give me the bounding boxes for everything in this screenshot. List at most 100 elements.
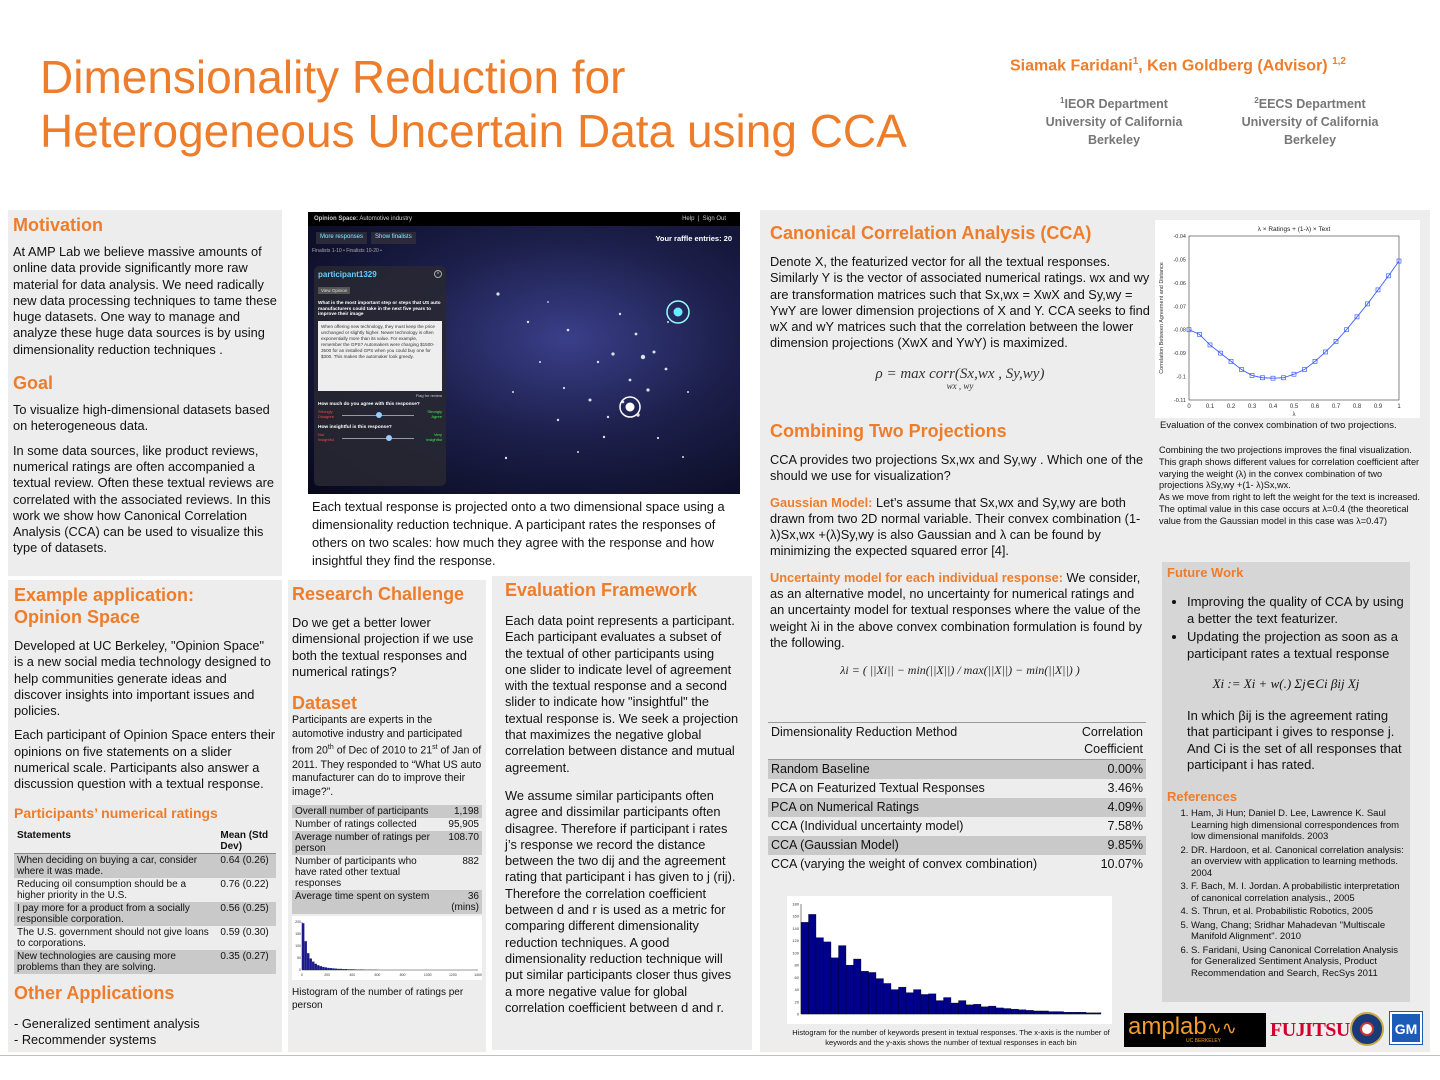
data-point: [1344, 327, 1349, 333]
x-tick-label: 600: [375, 973, 381, 977]
star-point: [606, 415, 610, 419]
data-point: [1354, 314, 1360, 320]
histogram-bar: [845, 964, 854, 1015]
close-icon[interactable]: ×: [434, 270, 442, 278]
star-point: [682, 456, 684, 458]
star-point: [504, 456, 508, 460]
authors: Siamak Faridani1, Ken Goldberg (Advisor)…: [1010, 56, 1346, 75]
histogram-bar: [920, 994, 929, 1015]
keywords-histogram-caption: Histogram for the number of keywords pre…: [792, 1028, 1110, 1047]
insight-slider-handle[interactable]: [386, 434, 392, 441]
histogram-bar: [1085, 1012, 1094, 1015]
y-tick-label: -0.07: [1173, 304, 1186, 310]
star-point: [596, 360, 600, 364]
raffle-count: Your raffle entries: 20: [655, 234, 732, 243]
histogram-bar: [309, 958, 312, 971]
convex-combination-chart: λ × Ratings + (1-λ) × Text 0 0.1 0.2 0.3 0.4 0…: [1155, 220, 1420, 418]
histogram-bar: [1055, 1011, 1064, 1015]
histogram-bar: [883, 983, 892, 1015]
ratings-table: Statements Mean (Std Dev) When deciding o…: [14, 828, 276, 974]
histogram-bar: [860, 971, 869, 1015]
references-list: Ham, Ji Hun; Daniel D. Lee, Lawrence K. …: [1167, 808, 1405, 979]
data-point: [1281, 375, 1286, 381]
selected-star: [625, 402, 635, 412]
y-tick-label: 0: [299, 968, 301, 972]
affiliation-ieor: 1IEOR Department University of Californi…: [1045, 96, 1183, 148]
data-point: [1365, 301, 1370, 307]
y-tick-label: 40: [795, 987, 800, 992]
star-point: [640, 354, 646, 360]
table-row: Overall number of participants 1,198: [292, 805, 482, 819]
histogram-bar: [317, 965, 320, 971]
line-chart-description: Combining the two projections improves t…: [1159, 445, 1420, 526]
combining-text: CCA provides two projections Sx,wx and S…: [770, 452, 1144, 484]
data-point: [1333, 339, 1339, 344]
view-opinion-button[interactable]: View Opinion: [318, 287, 351, 294]
example-text-2: Each participant of Opinion Space enters…: [14, 727, 276, 792]
cca-heading: Canonical Correlation Analysis (CCA): [770, 223, 1092, 243]
data-point: [1312, 358, 1318, 364]
histogram-bar: [1048, 1011, 1057, 1015]
y-tick-label: 100: [295, 944, 301, 948]
flag-link[interactable]: Flag for review: [415, 392, 442, 398]
tab-show-finalists[interactable]: Show finalists: [371, 232, 416, 244]
participant-name: participant1329: [318, 270, 377, 279]
histogram-bar: [339, 969, 343, 971]
histogram-bar: [307, 953, 310, 971]
star-point: [652, 350, 656, 354]
data-point: [1186, 327, 1192, 333]
x-tick-label: 1000: [424, 973, 432, 977]
star-point: [618, 312, 622, 316]
y-tick-label: 50: [297, 956, 301, 960]
histogram-bar: [808, 914, 817, 1015]
x-tick-label: 800: [400, 973, 406, 977]
table-row: New technologies are causing more proble…: [14, 949, 276, 974]
data-point: [1260, 375, 1265, 381]
histogram-bar: [1040, 1010, 1049, 1015]
insight-slider[interactable]: [342, 437, 414, 439]
y-tick-label: 120: [792, 938, 799, 943]
evaluation-heading: Evaluation Framework: [505, 580, 698, 600]
motivation-text: At AMP Lab we believe massive amounts of…: [13, 244, 277, 357]
goal-text-2: In some data sources, like product revie…: [13, 442, 275, 556]
data-point: [1323, 349, 1328, 355]
x-tick-label: 0.6: [1311, 404, 1320, 410]
histogram-bar: [913, 989, 922, 1015]
data-point: [1396, 258, 1402, 264]
table-row: PCA on Numerical Ratings 4.09%: [768, 798, 1146, 817]
histogram-bar: [875, 978, 884, 1015]
table-row: I pay more for a product from a socially…: [14, 901, 276, 926]
star-point: [667, 321, 669, 323]
x-tick-label: 1: [1397, 404, 1401, 410]
example-panel: Example application: Opinion Space Devel…: [8, 580, 282, 1052]
star-point: [496, 292, 500, 296]
data-point: [1239, 367, 1244, 372]
table-row: Number of participants who have rated ot…: [295, 856, 479, 890]
histogram-bar: [800, 922, 809, 1015]
agree-question: How much do you agree with this response…: [318, 401, 420, 407]
list-item: Wang, Chang; Sridhar Mahadevan "Multisca…: [1191, 920, 1405, 943]
data-point: [1386, 273, 1391, 279]
x-tick-label: 0.2: [1227, 404, 1236, 410]
histogram-bar: [838, 945, 847, 1015]
finalists-nav[interactable]: Finalists 1-10 • Finalists 10-20 •: [312, 248, 382, 254]
histogram-bar: [995, 1007, 1004, 1015]
star-point: [577, 451, 579, 453]
histogram-bar: [965, 1004, 974, 1015]
y-tick-label: 150: [295, 932, 301, 936]
not-insightful-label: Not insightful: [318, 431, 334, 442]
agree-slider-handle[interactable]: [376, 411, 382, 418]
table-row: Dimensionality Reduction Method Correlati…: [768, 722, 1146, 760]
star-point: [602, 435, 606, 439]
histogram-bar: [815, 937, 824, 1015]
data-point: [1197, 332, 1202, 337]
response-text: When offering new technology, they must …: [318, 320, 442, 391]
y-tick-label: 100: [792, 950, 799, 955]
goal-heading: Goal: [13, 373, 54, 394]
insight-question: How insightful is this response?: [318, 424, 392, 430]
table-row: CCA (Individual uncertainty model) 7.58%: [771, 819, 1143, 833]
keywords-histogram: 0 20 40 60 80 100 120 140 160 180: [787, 896, 1112, 1024]
combining-heading: Combining Two Projections: [770, 421, 1007, 441]
tab-more-responses[interactable]: More responses: [316, 232, 368, 244]
histogram-bar: [898, 986, 907, 1015]
